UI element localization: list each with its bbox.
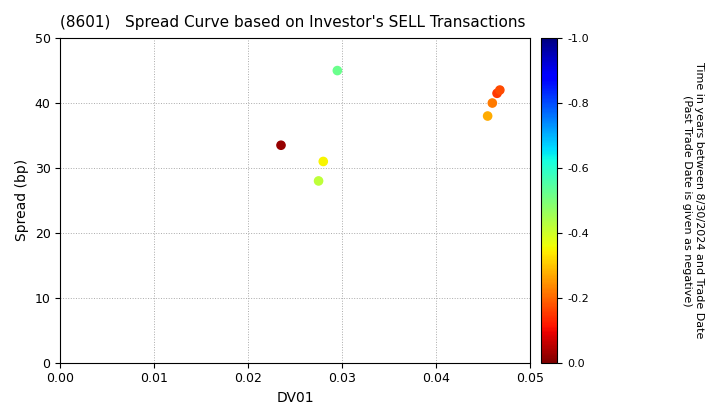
Point xyxy=(332,67,343,74)
Y-axis label: Spread (bp): Spread (bp) xyxy=(15,159,29,242)
Point xyxy=(482,113,493,119)
Point xyxy=(318,158,329,165)
Point xyxy=(312,178,324,184)
Point xyxy=(487,100,498,106)
Point xyxy=(491,90,503,97)
Text: (8601)   Spread Curve based on Investor's SELL Transactions: (8601) Spread Curve based on Investor's … xyxy=(60,15,526,30)
Y-axis label: Time in years between 8/30/2024 and Trade Date
(Past Trade Date is given as nega: Time in years between 8/30/2024 and Trad… xyxy=(683,62,704,339)
X-axis label: DV01: DV01 xyxy=(276,391,314,405)
Point xyxy=(494,87,505,93)
Point xyxy=(275,142,287,149)
